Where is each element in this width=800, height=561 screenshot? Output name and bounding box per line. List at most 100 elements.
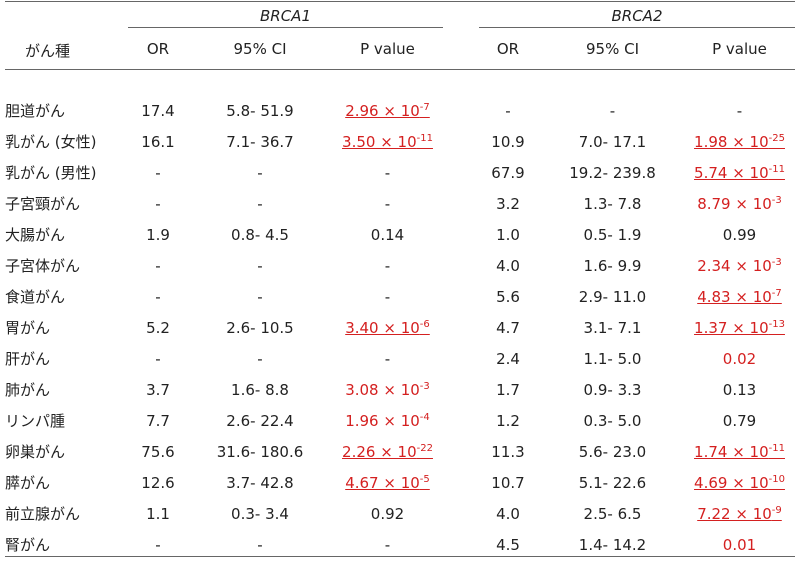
p-value-exponent: -25 xyxy=(768,133,785,144)
ci-brca2-cell: 2.9- 11.0 xyxy=(578,288,647,306)
p-brca1-cell: - xyxy=(320,163,455,183)
ci-brca2-cell: 2.5- 6.5 xyxy=(583,505,642,523)
ci-brca2-cell: 0.9- 3.3 xyxy=(583,381,642,399)
or-brca2-cell: 10.7 xyxy=(491,474,525,492)
p-brca1-cell: - xyxy=(320,535,455,555)
p-value-text: 1.74 × 10-11 xyxy=(694,443,785,461)
p-value-text: 2.96 × 10-7 xyxy=(345,102,430,120)
ci-brca2-cell: 0.3- 5.0 xyxy=(583,412,642,430)
ci-brca2-cell: 1.6- 9.9 xyxy=(583,257,642,275)
cancer-type-cell: リンパ腫 xyxy=(5,412,66,430)
p-value-mantissa: 2.26 × 10 xyxy=(342,443,417,461)
p-brca2-cell: 4.69 × 10-10 xyxy=(672,473,800,493)
or-brca1-cell: - xyxy=(155,350,161,368)
p-brca2-cell: 2.34 × 10-3 xyxy=(672,256,800,276)
p-brca2-cell: 8.79 × 10-3 xyxy=(672,194,800,214)
or-brca2-cell: 1.7 xyxy=(496,381,520,399)
p-value-mantissa: 0.14 xyxy=(370,226,405,244)
p-value-mantissa: - xyxy=(384,350,391,368)
table-bottom-rule xyxy=(5,556,795,557)
p-value-text: - xyxy=(385,195,390,213)
p-value-mantissa: 1.98 × 10 xyxy=(694,133,769,151)
p-value-text: 4.67 × 10-5 xyxy=(345,474,430,492)
p-brca2-cell: 5.74 × 10-11 xyxy=(672,163,800,183)
ci-brca1-cell: - xyxy=(257,350,263,368)
p-value-text: - xyxy=(385,257,390,275)
p-brca1-cell: 3.40 × 10-6 xyxy=(320,318,455,338)
ci-brca2-cell: 3.1- 7.1 xyxy=(583,319,642,337)
or-brca1-cell: - xyxy=(155,257,161,275)
header-bottom-rule xyxy=(5,69,795,70)
or-brca1-cell: 5.2 xyxy=(146,319,170,337)
p-value-mantissa: 1.96 × 10 xyxy=(345,412,420,430)
ci-brca2-cell: 1.3- 7.8 xyxy=(583,195,642,213)
p-value-text: 3.08 × 10-3 xyxy=(345,381,430,399)
or-brca2-cell: 4.7 xyxy=(496,319,520,337)
ci-brca2-cell: 5.6- 23.0 xyxy=(578,443,647,461)
or-brca2-cell: 67.9 xyxy=(491,164,525,182)
ci-brca1-cell: - xyxy=(257,164,263,182)
ci-brca1-cell: 0.8- 4.5 xyxy=(231,226,289,244)
group-rule-brca2 xyxy=(479,27,795,28)
cancer-type-cell: 胆道がん xyxy=(5,102,66,120)
or-brca2-cell: 5.6 xyxy=(496,288,520,306)
or-brca2-cell: 3.2 xyxy=(496,195,520,213)
p-value-mantissa: 1.37 × 10 xyxy=(694,319,769,337)
or-brca2-cell: 1.2 xyxy=(496,412,520,430)
ci-brca1-cell: 31.6- 180.6 xyxy=(216,443,304,461)
p-value-text: 0.01 xyxy=(723,536,756,554)
header-p-brca2: P value xyxy=(712,40,767,58)
p-value-exponent: -3 xyxy=(419,381,430,392)
p-value-text: 1.37 × 10-13 xyxy=(694,319,785,337)
p-value-exponent: -11 xyxy=(416,133,433,144)
or-brca1-cell: 1.1 xyxy=(146,505,170,523)
p-brca2-cell: - xyxy=(672,101,800,121)
p-value-mantissa: 0.92 xyxy=(370,505,405,523)
p-value-text: 3.50 × 10-11 xyxy=(342,133,433,151)
p-value-mantissa: 4.67 × 10 xyxy=(345,474,420,492)
p-value-mantissa: - xyxy=(384,164,391,182)
or-brca1-cell: 75.6 xyxy=(141,443,175,461)
cancer-type-cell: 乳がん (男性) xyxy=(5,164,97,182)
p-value-exponent: -3 xyxy=(771,195,782,206)
cancer-type-cell: 子宮頸がん xyxy=(5,195,81,213)
p-value-mantissa: - xyxy=(384,288,391,306)
p-value-mantissa: 3.40 × 10 xyxy=(345,319,420,337)
ci-brca1-cell: 5.8- 51.9 xyxy=(226,102,294,120)
cancer-type-cell: 胃がん xyxy=(5,319,51,337)
ci-brca2-cell: 1.1- 5.0 xyxy=(583,350,642,368)
p-brca1-cell: - xyxy=(320,194,455,214)
p-value-mantissa: 3.50 × 10 xyxy=(342,133,417,151)
p-value-mantissa: 3.08 × 10 xyxy=(345,381,420,399)
p-value-mantissa: 4.69 × 10 xyxy=(694,474,769,492)
p-value-text: - xyxy=(385,536,390,554)
p-value-text: - xyxy=(385,288,390,306)
cancer-type-cell: 肺がん xyxy=(5,381,51,399)
or-brca1-cell: 12.6 xyxy=(141,474,175,492)
header-or-brca1: OR xyxy=(146,40,170,58)
p-value-exponent: -5 xyxy=(419,474,430,485)
p-value-text: 7.22 × 10-9 xyxy=(697,505,782,523)
p-brca2-cell: 0.99 xyxy=(672,225,800,245)
or-brca1-cell: - xyxy=(155,536,161,554)
ci-brca1-cell: - xyxy=(257,257,263,275)
ci-brca2-cell: 7.0- 17.1 xyxy=(578,133,647,151)
or-brca2-cell: 4.0 xyxy=(496,505,520,523)
cancer-type-cell: 子宮体がん xyxy=(5,257,81,275)
p-value-text: - xyxy=(385,350,390,368)
p-value-mantissa: - xyxy=(736,102,743,120)
p-value-text: 8.79 × 10-3 xyxy=(697,195,782,213)
or-brca1-cell: - xyxy=(155,288,161,306)
p-value-exponent: -3 xyxy=(771,257,782,268)
p-brca2-cell: 4.83 × 10-7 xyxy=(672,287,800,307)
cancer-type-cell: 大腸がん xyxy=(5,226,66,244)
p-value-text: 2.34 × 10-3 xyxy=(697,257,782,275)
cancer-type-cell: 膵がん xyxy=(5,474,51,492)
p-value-mantissa: - xyxy=(384,257,391,275)
p-value-mantissa: 0.13 xyxy=(722,381,757,399)
p-value-text: 1.98 × 10-25 xyxy=(694,133,785,151)
cancer-type-cell: 肝がん xyxy=(5,350,51,368)
header-p-brca1: P value xyxy=(360,40,415,58)
ci-brca2-cell: 19.2- 239.8 xyxy=(569,164,656,182)
p-value-text: 0.99 xyxy=(723,226,756,244)
